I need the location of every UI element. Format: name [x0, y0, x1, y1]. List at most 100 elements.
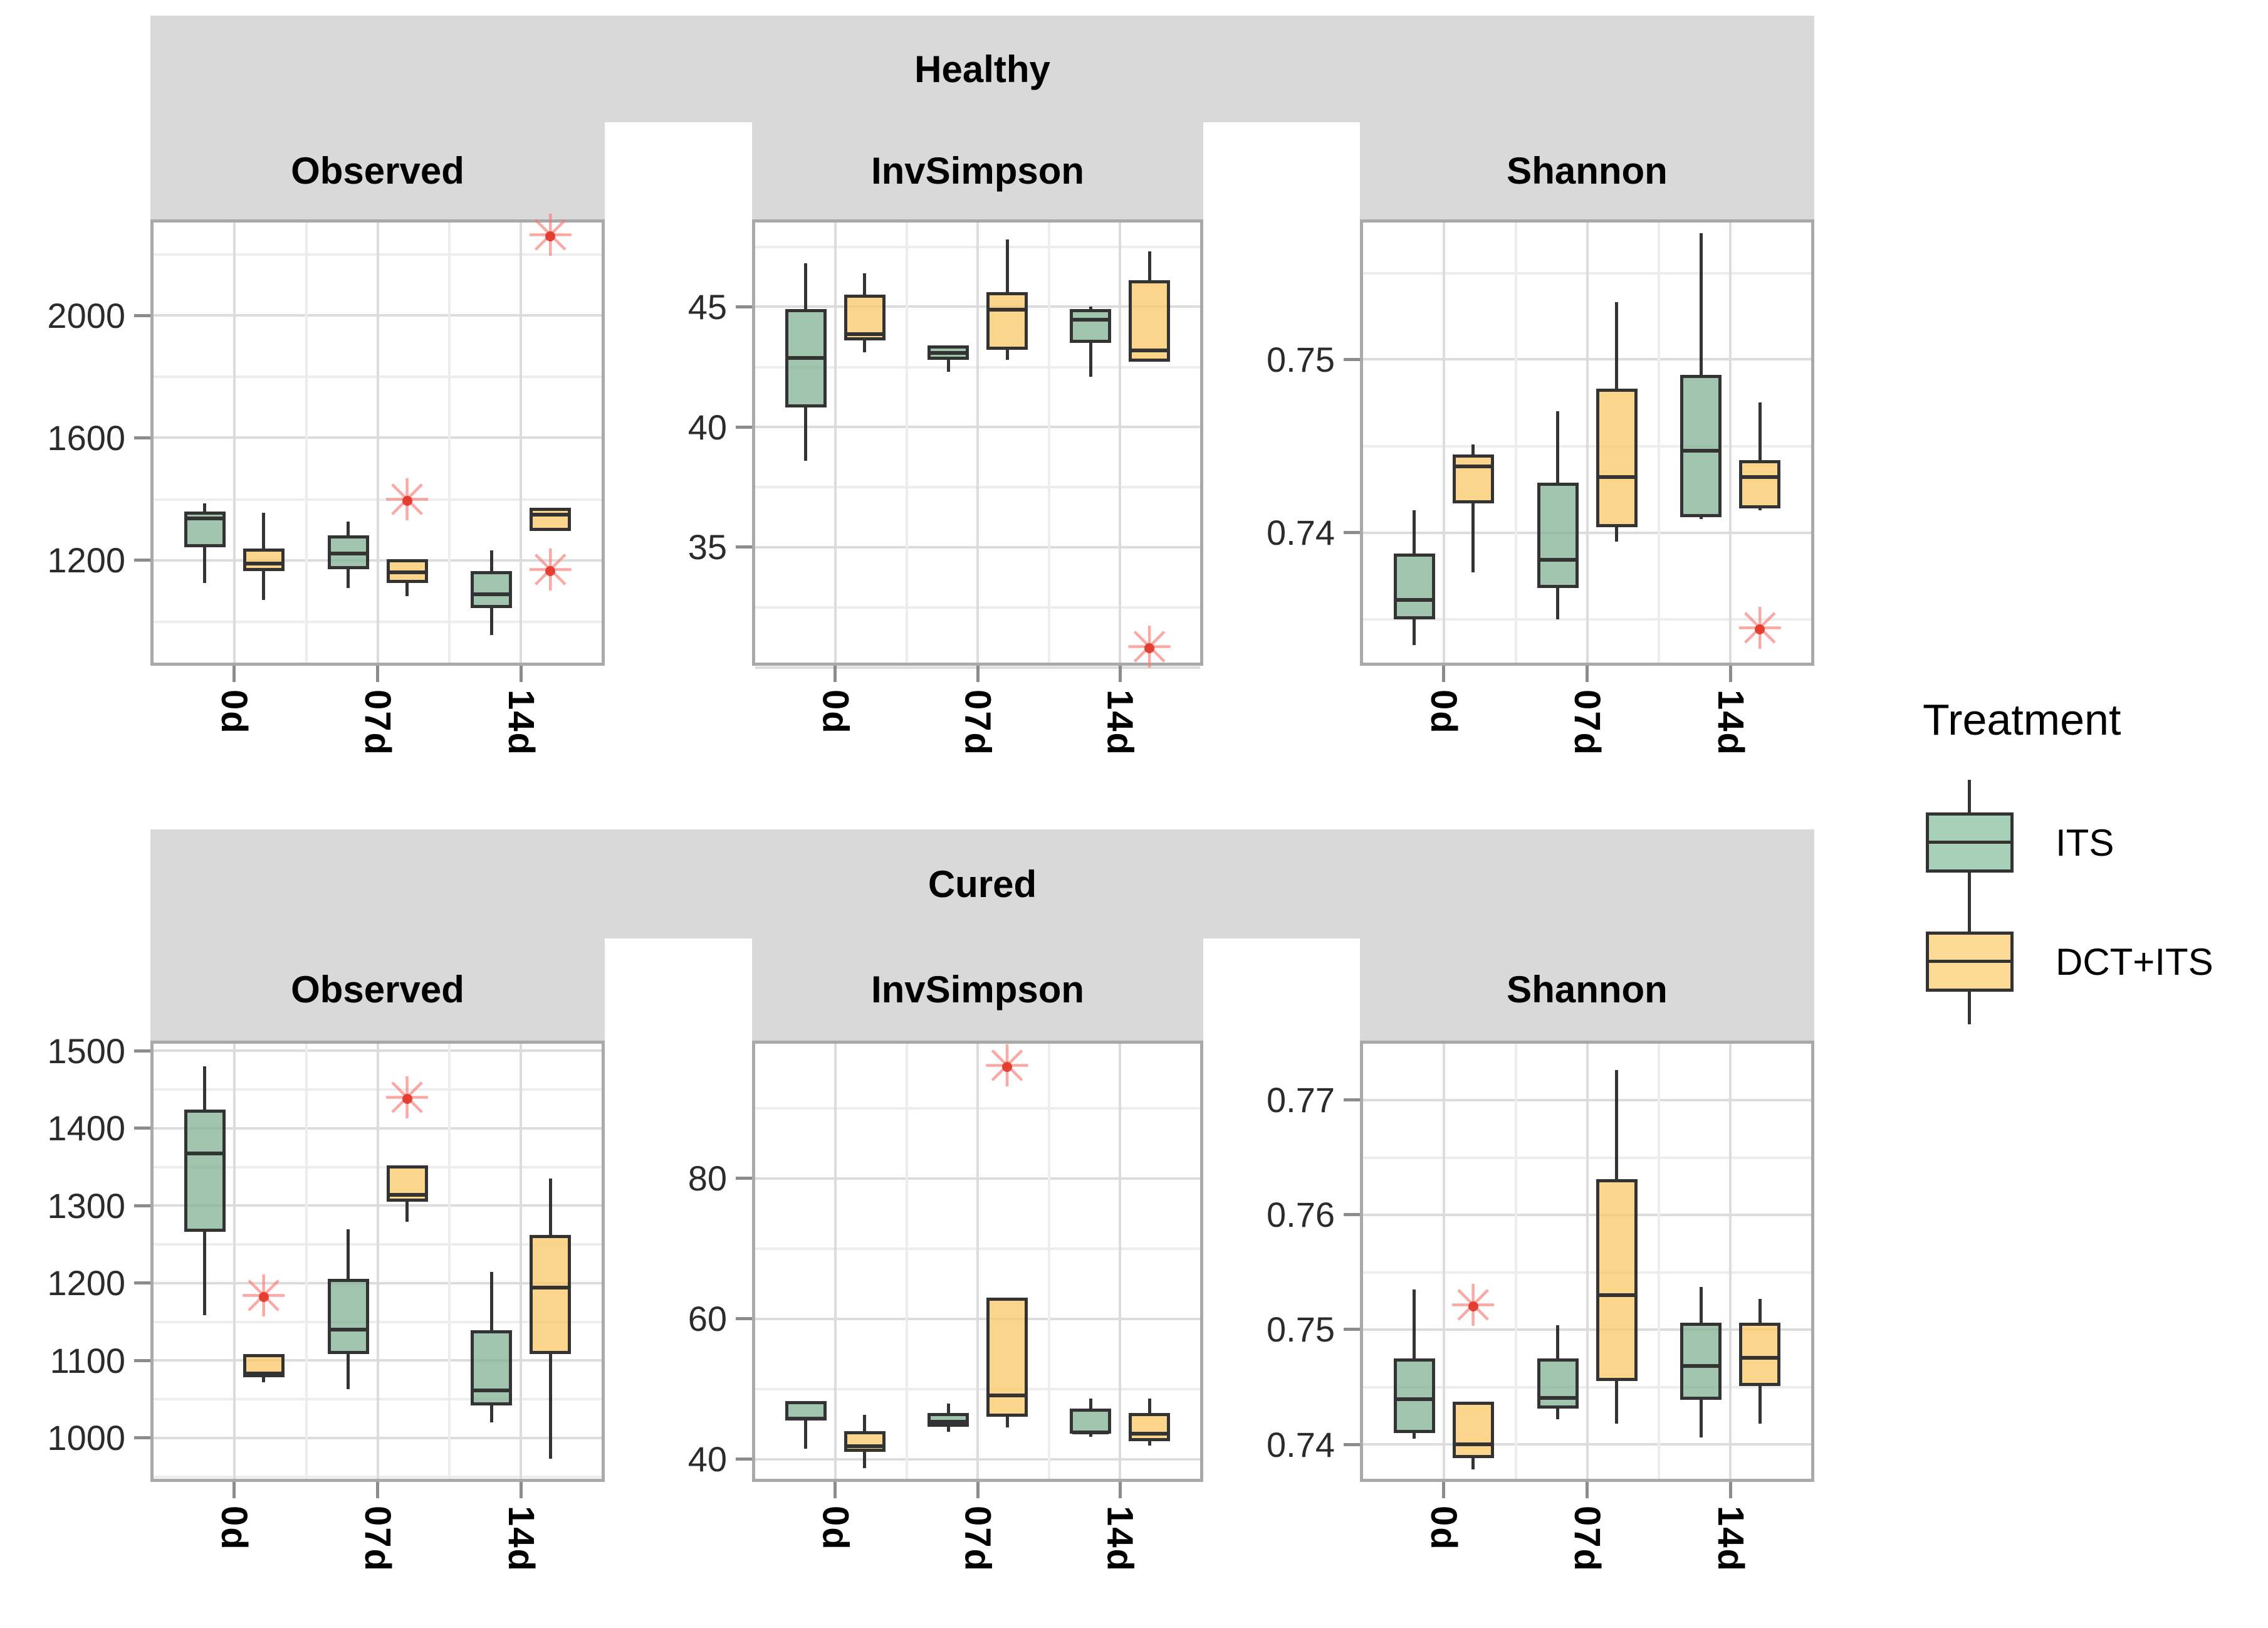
boxplot-its: [471, 1330, 513, 1405]
x-tick-label-text: 0d: [214, 1506, 255, 1551]
boxplot-dct-its: [1129, 280, 1171, 362]
x-axis-tick: [1442, 666, 1446, 682]
whisker-upper-dct-its: [1615, 302, 1618, 389]
median-line: [930, 351, 966, 355]
whisker-lower-its: [1413, 1432, 1416, 1439]
panel-cured-shannon: ✳: [1360, 1041, 1814, 1482]
gridline-minor: [1514, 1044, 1517, 1479]
box-fill-its: [1073, 312, 1109, 340]
facet-strip-cured: Cured: [150, 829, 1814, 938]
boxplot-dct-its: [1739, 460, 1781, 508]
y-axis-tick: [134, 1049, 150, 1053]
whisker-lower-its: [203, 547, 207, 583]
whisker-lower-its: [489, 608, 493, 636]
whisker-upper-its: [1413, 1289, 1416, 1358]
whisker-lower-its: [1699, 1399, 1703, 1438]
boxplot-dct-its: [243, 1354, 285, 1378]
whisker-upper-its: [347, 1229, 350, 1279]
boxplot-its: [1680, 1322, 1722, 1400]
box-fill-its: [474, 574, 510, 606]
x-tick-label-text: 0d: [815, 1506, 856, 1551]
whisker-lower-dct-its: [1615, 1381, 1618, 1424]
box-fill-dct-its: [1599, 1182, 1634, 1379]
median-line: [1396, 597, 1433, 602]
y-tick-label: 1100: [50, 1340, 125, 1380]
gridline-major: [233, 223, 236, 663]
boxplot-its: [1070, 1409, 1112, 1434]
gridline-major: [520, 1044, 523, 1479]
whisker-upper-its: [1556, 411, 1559, 483]
y-axis-tick: [134, 1126, 150, 1130]
whisker-lower-its: [946, 359, 950, 372]
y-tick-label: 0.76: [1267, 1195, 1335, 1235]
boxplot-its: [1680, 375, 1722, 517]
median-line: [1131, 1431, 1168, 1436]
whisker-upper-dct-its: [863, 1415, 867, 1431]
boxplot-dct-its: [386, 559, 428, 583]
x-tick-label: 0d: [788, 690, 882, 735]
gridline-major: [834, 1044, 837, 1479]
median-line: [330, 1327, 367, 1331]
x-axis-tick: [233, 666, 236, 682]
y-axis-tick: [736, 1317, 752, 1321]
median-line: [989, 1394, 1025, 1398]
whisker-lower-its: [1089, 1434, 1092, 1437]
y-tick-label: 1200: [47, 540, 125, 580]
legend-item-dct-its: DCT+ITS: [1923, 899, 2213, 1024]
panel-healthy-shannon: ✳: [1360, 219, 1814, 666]
y-tick-label: 0.74: [1267, 513, 1335, 553]
y-axis-tick: [736, 545, 752, 549]
box-fill-its: [330, 1282, 366, 1352]
x-axis-tick: [1728, 666, 1732, 682]
gridline-minor: [1658, 1044, 1661, 1479]
y-axis-tick: [134, 1204, 150, 1207]
panel-healthy-invsimpson: ✳: [752, 219, 1203, 677]
boxplot-dct-its: [1596, 389, 1638, 528]
whisker-upper-its: [1413, 510, 1416, 554]
asterisk-center-dot: [1144, 643, 1155, 653]
boxplot-its: [327, 1279, 369, 1355]
whisker-upper-its: [1556, 1325, 1559, 1358]
median-line: [1598, 1293, 1635, 1297]
whisker-lower-dct-its: [1005, 1417, 1009, 1428]
median-line: [1072, 1430, 1109, 1434]
box-fill-its: [1396, 1361, 1432, 1430]
legend-item-its: ITS: [1923, 780, 2114, 905]
whisker-lower-its: [1413, 619, 1416, 646]
box-fill-dct-its: [246, 1357, 281, 1375]
whisker-lower-dct-its: [1471, 503, 1475, 573]
whisker-upper-its: [489, 550, 493, 571]
y-tick-label: 0.75: [1267, 339, 1335, 379]
boxplot-dct-its: [986, 292, 1028, 350]
y-axis-tick: [736, 1457, 752, 1461]
metric-strip-observed: Observed: [150, 122, 605, 219]
metric-strip-observed: Observed: [150, 938, 605, 1041]
gridline-major: [376, 223, 379, 663]
outlier-asterisk: ✳: [379, 472, 436, 530]
x-tick-label-text: 0d: [815, 690, 856, 735]
gridline-minor: [305, 223, 308, 663]
panel-cured-observed: ✳ ✳: [150, 1041, 605, 1482]
x-tick-label: 0d: [187, 690, 281, 735]
x-tick-label-text: 07d: [957, 1506, 998, 1572]
y-axis-tick: [1344, 1328, 1360, 1331]
outlier-asterisk: ✳: [1445, 1278, 1502, 1335]
x-axis-tick: [1118, 1482, 1122, 1498]
x-axis-tick: [976, 666, 980, 682]
x-tick-label: 07d: [931, 690, 1025, 756]
metric-strip-invsimpson: InvSimpson: [752, 122, 1203, 219]
box-fill-dct-its: [847, 298, 882, 337]
x-tick-label: 14d: [474, 1506, 568, 1572]
asterisk-center-dot: [402, 496, 412, 507]
whisker-upper-dct-its: [1147, 251, 1151, 281]
outlier-asterisk: ✳: [1732, 601, 1788, 658]
median-line: [1742, 475, 1779, 479]
box-fill-dct-its: [246, 551, 281, 568]
median-line: [330, 551, 367, 555]
boxplot-its: [1393, 553, 1435, 619]
whisker-lower-dct-its: [1615, 527, 1618, 542]
asterisk-center-dot: [258, 1291, 269, 1302]
whisker-lower-dct-its: [262, 570, 266, 600]
y-axis-tick: [1344, 1213, 1360, 1217]
x-tick-label: 14d: [1073, 1506, 1167, 1572]
